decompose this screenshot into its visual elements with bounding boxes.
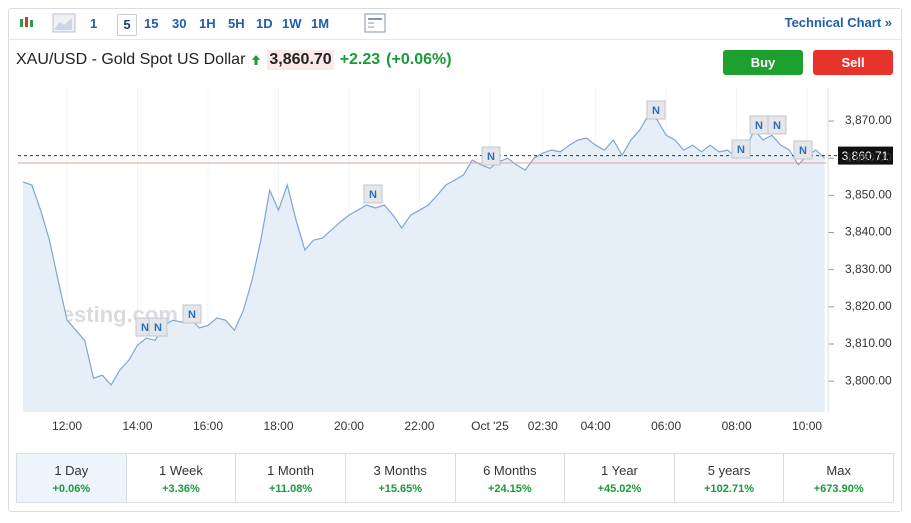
period-change: +15.65% [378,483,423,495]
x-tick-label: 06:00 [651,419,681,433]
y-tick-label: 3,850.00 [845,188,892,202]
interval-button[interactable]: 5 [117,14,137,36]
change: +2.23 [339,51,381,68]
period-change: +24.15% [487,483,532,495]
news-marker[interactable] [182,304,202,324]
x-tick-label: 10:00 [792,419,822,433]
y-tick-label: 3,810.00 [845,336,892,350]
period-label: 1 Week [159,463,203,478]
interval-button[interactable]: 1 [90,16,98,31]
chart: 12:00 14:00 16:00 18:00 20:00 22:00 Oct '25 02:… [18,88,893,433]
news-marker[interactable] [646,100,666,120]
news-marker[interactable] [481,146,501,166]
interval-button[interactable]: 30 [172,16,187,31]
period-label: 5 years [707,463,751,478]
y-tick-label: 3,830.00 [845,262,892,276]
news-marker-label: N [737,144,745,156]
period-tab[interactable]: 3 Months +15.65% [344,454,455,502]
news-marker-label: N [188,309,196,321]
sell-button[interactable]: Sell [813,50,893,75]
x-tick-label: 18:00 [263,419,293,433]
widget-frame [8,8,902,512]
interval-button[interactable]: 15 [144,16,159,31]
period-tab[interactable]: 5 years +102.71% [673,454,784,502]
area-icon[interactable] [52,13,76,33]
x-tick-label: 12:00 [52,419,82,433]
period-tab[interactable]: 1 Month +11.08% [235,454,345,502]
news-marker-label: N [154,322,162,334]
news-marker-label: N [487,151,495,163]
news-marker[interactable] [767,115,787,135]
area-fill [23,115,825,412]
technical-chart-link[interactable]: Technical Chart » [784,15,892,30]
period-change: +102.71% [704,483,754,495]
period-tab[interactable]: 1 Week +3.36% [125,454,236,502]
interval-button[interactable]: 1D [256,16,273,31]
period-label: Max [826,463,851,478]
x-tick-label: Oct '25 [471,419,509,433]
news-marker-label: N [799,145,807,157]
period-label: 3 Months [373,463,427,478]
news-marker-label: N [369,189,377,201]
news-marker-label: N [141,322,149,334]
period-change: +673.90% [813,483,864,495]
period-label: 1 Day [54,463,89,478]
news-marker-label: N [652,105,660,117]
candle-icon[interactable] [18,15,36,31]
interval-button[interactable]: 1H [199,16,216,31]
y-tick-label: 3,860.00 [845,150,892,164]
news-marker[interactable] [148,317,168,337]
change-pct: (+0.06%) [386,51,452,68]
news-marker-label: N [755,120,763,132]
period-change: +45.02% [597,483,642,495]
period-label: 1 Year [601,463,638,478]
period-label: 1 Month [267,463,315,478]
interval-button[interactable]: 5H [228,16,245,31]
x-tick-label: 08:00 [722,419,752,433]
price-line [22,114,826,386]
period-change: +0.06% [52,483,91,495]
up-arrow [252,55,261,65]
period-label: 6 Months [483,463,537,478]
settings-icon[interactable] [364,13,386,33]
x-tick-label: 04:00 [581,419,611,433]
x-tick-label: 02:30 [528,419,558,433]
y-tick-label: 3,820.00 [845,299,892,313]
buy-button[interactable]: Buy [723,50,803,75]
period-change: +3.36% [162,483,200,495]
last-price-label: 3,860.71 [842,149,889,163]
period-tab[interactable]: 6 Months +24.15% [454,454,565,502]
header: XAU/USD - Gold Spot US Dollar 3,860.70 +… [16,50,452,70]
period-tab[interactable]: 1 Year +45.02% [564,454,674,502]
period-change: +11.08% [269,483,313,495]
period-tab[interactable]: 1 Day +0.06% [17,454,126,502]
period-tab[interactable]: Max +673.90% [783,454,893,502]
y-tick-label: 3,800.00 [845,373,892,387]
last-price-box [838,146,893,165]
instrument-title: XAU/USD - Gold Spot US Dollar [16,51,246,68]
news-marker[interactable] [363,184,383,204]
x-tick-label: 16:00 [193,419,223,433]
interval-button[interactable]: 1M [311,16,330,31]
news-marker[interactable] [793,140,813,160]
x-tick-label: 22:00 [404,419,434,433]
price: 3,860.70 [267,50,334,70]
x-tick-label: 20:00 [334,419,364,433]
interval-button[interactable]: 1W [282,16,302,31]
toolbar: Technical Chart » 1 5 15 30 1H 5H 1D 1W 1M [8,8,902,40]
y-tick-label: 3,840.00 [845,225,892,239]
news-marker[interactable] [731,139,751,159]
x-tick-label: 14:00 [123,419,153,433]
y-tick-label: 3,870.00 [845,113,892,127]
period-tabs: 1 Day +0.06% 1 Week +3.36% 1 Month +11.08% 3 M… [16,453,894,503]
news-marker-label: N [773,120,781,132]
